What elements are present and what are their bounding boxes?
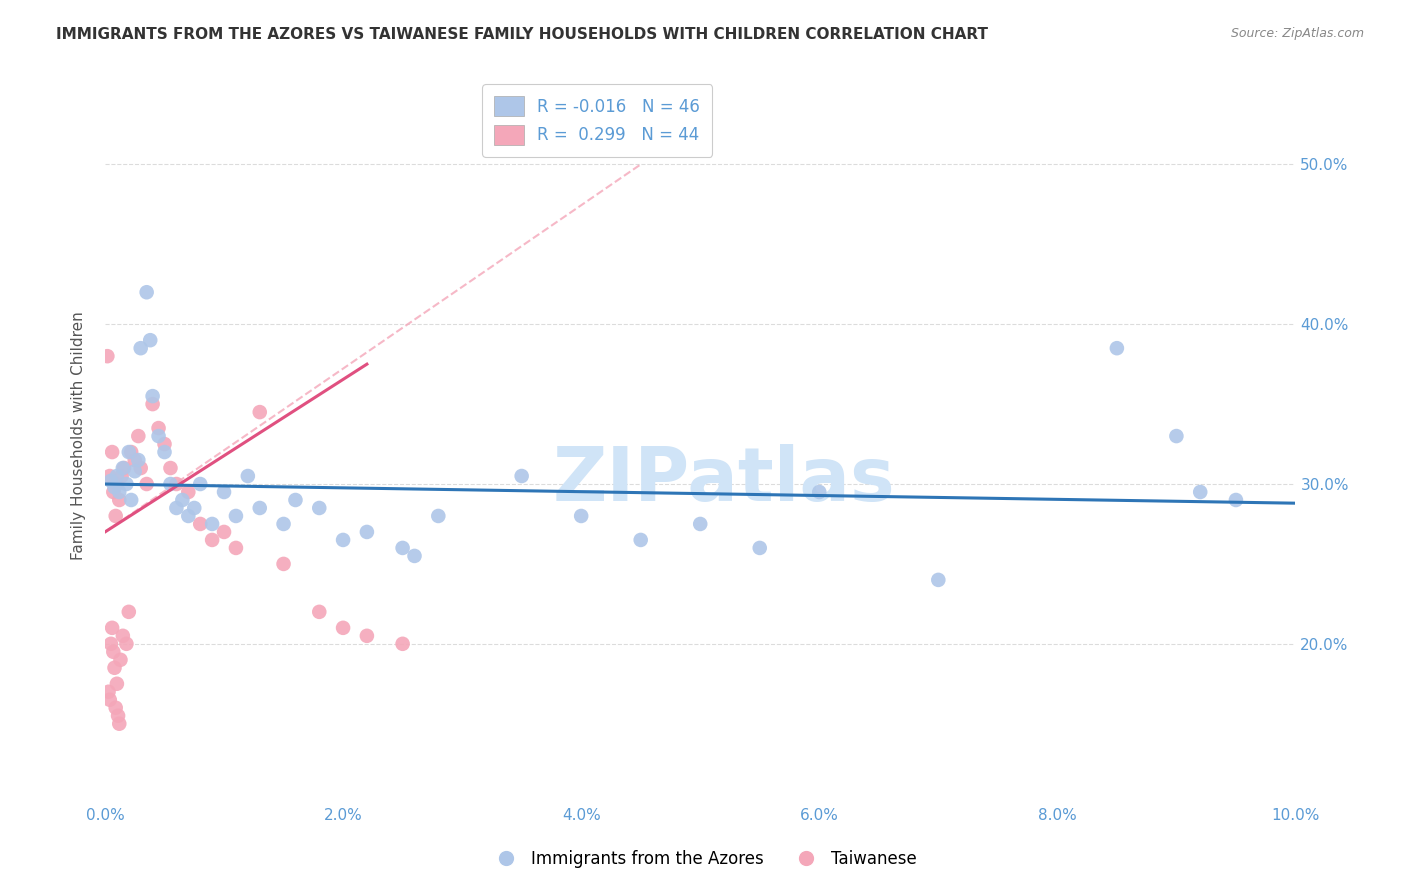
Point bbox=[118, 445, 141, 459]
Point bbox=[104, 508, 127, 523]
Point bbox=[159, 477, 181, 491]
Point bbox=[1189, 485, 1212, 500]
Point bbox=[103, 485, 125, 500]
Point bbox=[100, 637, 122, 651]
Point bbox=[159, 461, 181, 475]
Point bbox=[142, 389, 165, 403]
Point bbox=[188, 477, 211, 491]
Point bbox=[105, 469, 128, 483]
Legend: R = -0.016   N = 46, R =  0.299   N = 44: R = -0.016 N = 46, R = 0.299 N = 44 bbox=[482, 84, 711, 156]
Point bbox=[188, 516, 211, 531]
Point bbox=[427, 508, 450, 523]
Point bbox=[236, 469, 259, 483]
Point bbox=[225, 541, 247, 555]
Point bbox=[165, 500, 187, 515]
Point bbox=[153, 437, 176, 451]
Point bbox=[96, 349, 118, 363]
Point bbox=[120, 493, 142, 508]
Point bbox=[249, 405, 271, 419]
Point bbox=[105, 677, 128, 691]
Point bbox=[332, 533, 354, 547]
Point bbox=[249, 500, 271, 515]
Point bbox=[98, 692, 121, 706]
Text: IMMIGRANTS FROM THE AZORES VS TAIWANESE FAMILY HOUSEHOLDS WITH CHILDREN CORRELAT: IMMIGRANTS FROM THE AZORES VS TAIWANESE … bbox=[56, 27, 988, 42]
Point bbox=[97, 685, 120, 699]
Legend: Immigrants from the Azores, Taiwanese: Immigrants from the Azores, Taiwanese bbox=[482, 844, 924, 875]
Point bbox=[135, 285, 157, 300]
Point bbox=[111, 629, 134, 643]
Point bbox=[212, 524, 235, 539]
Point bbox=[105, 477, 128, 491]
Point bbox=[308, 500, 330, 515]
Point bbox=[108, 485, 131, 500]
Point bbox=[115, 477, 138, 491]
Point bbox=[177, 508, 200, 523]
Point bbox=[808, 485, 831, 500]
Point bbox=[148, 429, 170, 443]
Point bbox=[201, 533, 224, 547]
Point bbox=[273, 557, 295, 571]
Point bbox=[101, 445, 124, 459]
Point bbox=[107, 708, 129, 723]
Point bbox=[748, 541, 770, 555]
Text: Source: ZipAtlas.com: Source: ZipAtlas.com bbox=[1230, 27, 1364, 40]
Point bbox=[108, 493, 131, 508]
Point bbox=[201, 516, 224, 531]
Point bbox=[103, 661, 125, 675]
Point bbox=[356, 629, 378, 643]
Point bbox=[927, 573, 949, 587]
Point bbox=[129, 461, 152, 475]
Point bbox=[100, 474, 122, 488]
Point bbox=[124, 453, 146, 467]
Point bbox=[108, 716, 131, 731]
Point bbox=[225, 508, 247, 523]
Point bbox=[148, 421, 170, 435]
Point bbox=[110, 653, 132, 667]
Point bbox=[115, 637, 138, 651]
Point bbox=[1166, 429, 1188, 443]
Point bbox=[111, 461, 134, 475]
Point bbox=[135, 477, 157, 491]
Point bbox=[111, 469, 134, 483]
Point bbox=[120, 445, 142, 459]
Point bbox=[103, 645, 125, 659]
Point bbox=[172, 493, 194, 508]
Point bbox=[118, 605, 141, 619]
Point bbox=[104, 700, 127, 714]
Point bbox=[129, 341, 152, 355]
Point bbox=[124, 464, 146, 478]
Point bbox=[127, 453, 149, 467]
Point bbox=[284, 493, 307, 508]
Point bbox=[510, 469, 533, 483]
Point bbox=[101, 621, 124, 635]
Point bbox=[165, 477, 187, 491]
Point bbox=[630, 533, 652, 547]
Point bbox=[183, 500, 205, 515]
Point bbox=[391, 541, 413, 555]
Point bbox=[273, 516, 295, 531]
Text: ZIPatlas: ZIPatlas bbox=[553, 443, 896, 516]
Point bbox=[153, 445, 176, 459]
Point bbox=[142, 397, 165, 411]
Point bbox=[1105, 341, 1128, 355]
Point bbox=[391, 637, 413, 651]
Point bbox=[177, 485, 200, 500]
Point bbox=[332, 621, 354, 635]
Point bbox=[569, 508, 592, 523]
Point bbox=[112, 461, 135, 475]
Point bbox=[356, 524, 378, 539]
Point bbox=[103, 480, 125, 494]
Point bbox=[689, 516, 711, 531]
Point bbox=[404, 549, 426, 563]
Y-axis label: Family Households with Children: Family Households with Children bbox=[72, 311, 86, 560]
Point bbox=[127, 429, 149, 443]
Point bbox=[308, 605, 330, 619]
Point bbox=[98, 469, 121, 483]
Point bbox=[212, 485, 235, 500]
Point bbox=[139, 333, 162, 347]
Point bbox=[1225, 493, 1247, 508]
